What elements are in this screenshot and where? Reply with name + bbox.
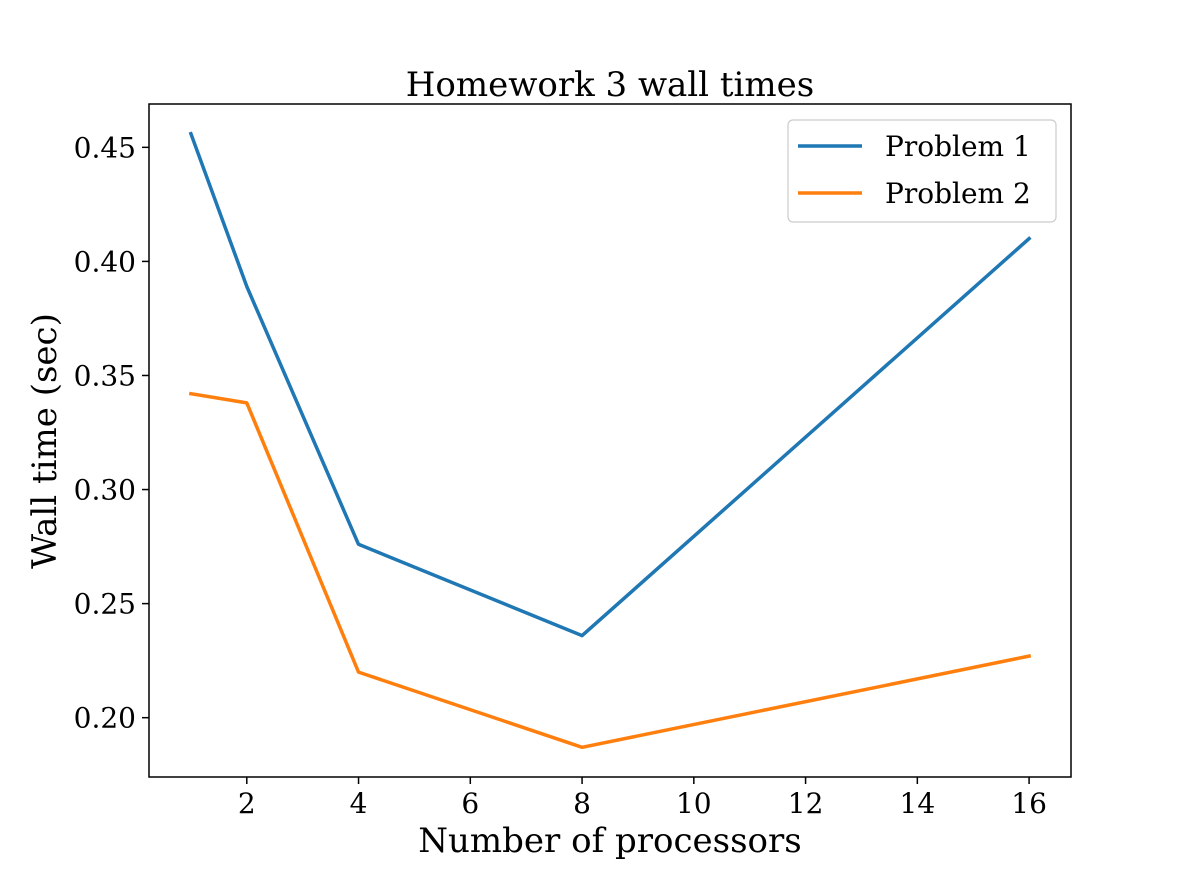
x-tick-label: 12	[788, 787, 824, 820]
plot-area: 2 4 6 8 10 12 14 16 0.20 0.25 0.30 0.35 0.40 0.45	[74, 103, 1072, 820]
x-tick-label: 4	[350, 787, 368, 820]
x-tick-label: 8	[573, 787, 591, 820]
y-tick-label: 0.30	[74, 474, 136, 507]
series-line-1	[188, 131, 1032, 638]
y-tick-label: 0.45	[74, 131, 136, 164]
x-tick-label: 6	[461, 787, 479, 820]
chart-title: Homework 3 wall times	[406, 65, 814, 105]
x-tick-label: 14	[900, 787, 936, 820]
x-tick-label: 2	[238, 787, 256, 820]
y-axis-title: Wall time (sec)	[25, 313, 65, 569]
x-tick-label: 16	[1011, 787, 1047, 820]
axes-frame	[148, 103, 1072, 778]
legend-label-2: Problem 2	[885, 177, 1031, 210]
y-tick-label: 0.25	[74, 588, 136, 621]
legend: Problem 1 Problem 2	[787, 119, 1057, 223]
series-line-2	[188, 391, 1032, 750]
y-tick-label: 0.40	[74, 245, 136, 278]
legend-label-1: Problem 1	[885, 130, 1031, 163]
y-tick-label: 0.20	[74, 702, 136, 735]
x-axis-title: Number of processors	[418, 821, 801, 861]
y-tick-label: 0.35	[74, 359, 136, 392]
x-tick-label: 10	[676, 787, 712, 820]
